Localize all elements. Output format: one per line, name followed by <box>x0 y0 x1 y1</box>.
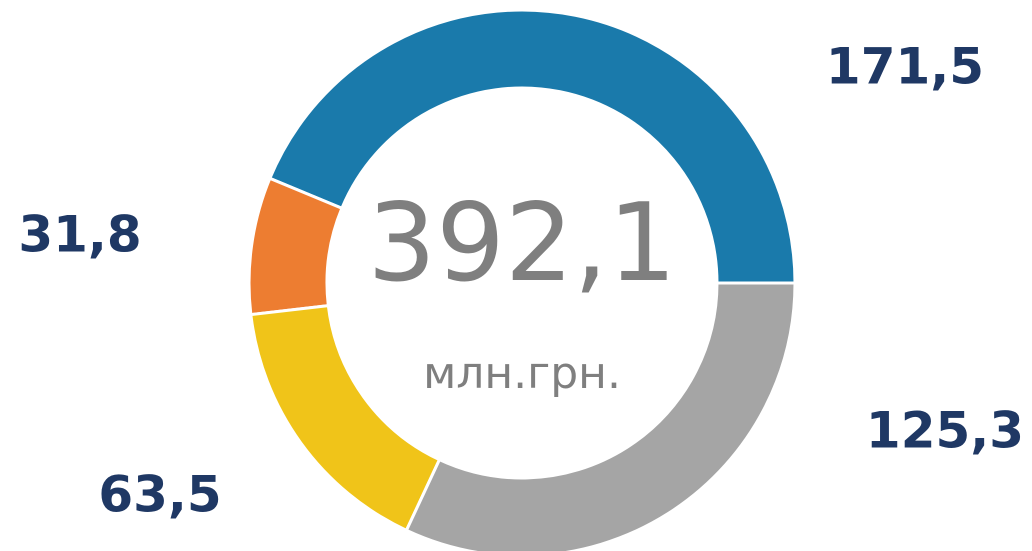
value-label: 63,5 <box>98 466 221 524</box>
donut-segment <box>267 8 797 285</box>
donut-segment <box>404 281 797 551</box>
value-label: 125,3 <box>866 402 1024 460</box>
donut-segment <box>249 303 442 533</box>
total-label: 392,1 <box>367 181 676 306</box>
unit-label: млн.грн. <box>423 348 621 399</box>
value-label: 31,8 <box>18 206 141 264</box>
value-label: 171,5 <box>826 38 984 96</box>
